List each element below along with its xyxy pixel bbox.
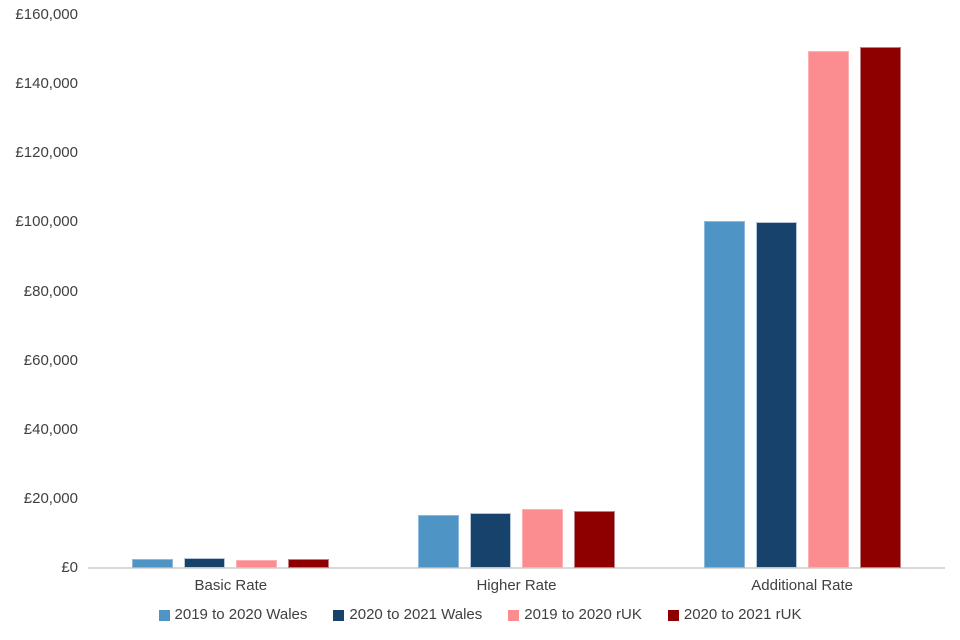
legend-swatch-icon xyxy=(333,609,345,621)
y-tick-label-0: £0 xyxy=(61,559,78,576)
legend-label: 2019 to 2020 rUK xyxy=(524,606,642,623)
bar-2019-to-2020-wales-higher-rate xyxy=(418,515,459,568)
legend-swatch-icon xyxy=(158,609,170,621)
legend-item-2020-to-2021-wales: 2020 to 2021 Wales xyxy=(333,606,482,624)
y-tick-label-140-000: £140,000 xyxy=(15,75,78,93)
bar-2020-to-2021-ruk-basic-rate xyxy=(288,559,330,568)
y-tick-label-80-000: £80,000 xyxy=(23,282,78,300)
y-tick-label-40-000: £40,000 xyxy=(23,420,78,438)
bar-2020-to-2021-ruk-higher-rate xyxy=(574,510,615,568)
legend: 2019 to 2020 Wales 2020 to 2021 Wales 2019… xyxy=(0,606,960,624)
bar-2019-to-2020-wales-basic-rate xyxy=(132,559,174,568)
legend-swatch-icon xyxy=(667,609,679,621)
legend-swatch-icon xyxy=(508,609,520,621)
legend-item-2020-to-2021-ruk: 2020 to 2021 rUK xyxy=(667,606,802,624)
y-tick-label-120-000: £120,000 xyxy=(15,144,78,162)
x-axis-line xyxy=(88,567,945,569)
y-tick-label-160-000: £160,000 xyxy=(15,6,78,23)
bar-2019-to-2020-wales-additional-rate xyxy=(703,220,745,568)
category-label-basic-rate: Basic Rate xyxy=(194,577,268,594)
bar-2020-to-2021-ruk-additional-rate xyxy=(859,47,901,568)
legend-label: 2020 to 2021 rUK xyxy=(683,606,802,623)
category-label-higher-rate: Higher Rate xyxy=(476,577,557,594)
bar-2019-to-2020-ruk-higher-rate xyxy=(522,508,563,568)
legend-item-2019-to-2020-ruk: 2019 to 2020 rUK xyxy=(508,606,642,624)
legend-label: 2019 to 2020 Wales xyxy=(174,606,308,623)
bar-2020-to-2021-wales-basic-rate xyxy=(184,558,226,568)
y-tick-label-60-000: £60,000 xyxy=(23,351,78,369)
y-tick-label-100-000: £100,000 xyxy=(15,213,78,231)
legend-item-2019-to-2020-wales: 2019 to 2020 Wales xyxy=(158,606,308,624)
legend-label: 2020 to 2021 Wales xyxy=(349,606,483,623)
bar-2019-to-2020-ruk-basic-rate xyxy=(236,559,278,568)
bar-2019-to-2020-ruk-additional-rate xyxy=(807,50,849,568)
category-label-additional-rate: Additional Rate xyxy=(751,577,854,594)
y-tick-label-20-000: £20,000 xyxy=(23,489,78,507)
bar-2020-to-2021-wales-higher-rate xyxy=(470,513,511,568)
bar-2020-to-2021-wales-additional-rate xyxy=(755,222,797,568)
